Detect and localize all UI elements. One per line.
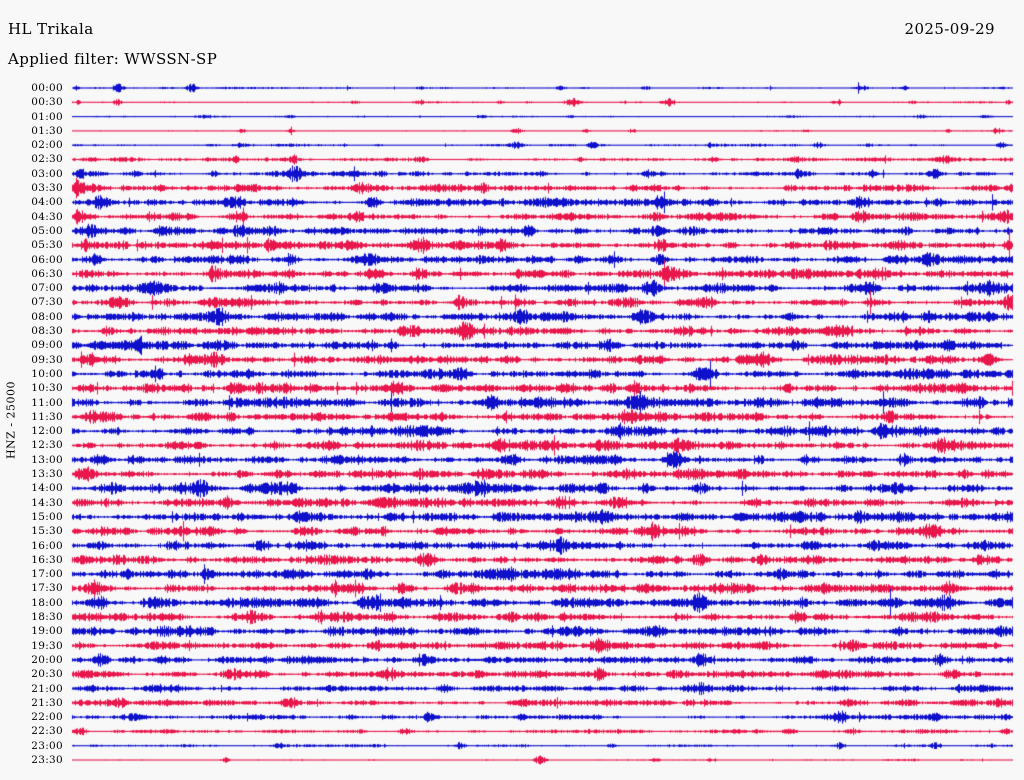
seismogram-plot [0,0,1024,780]
